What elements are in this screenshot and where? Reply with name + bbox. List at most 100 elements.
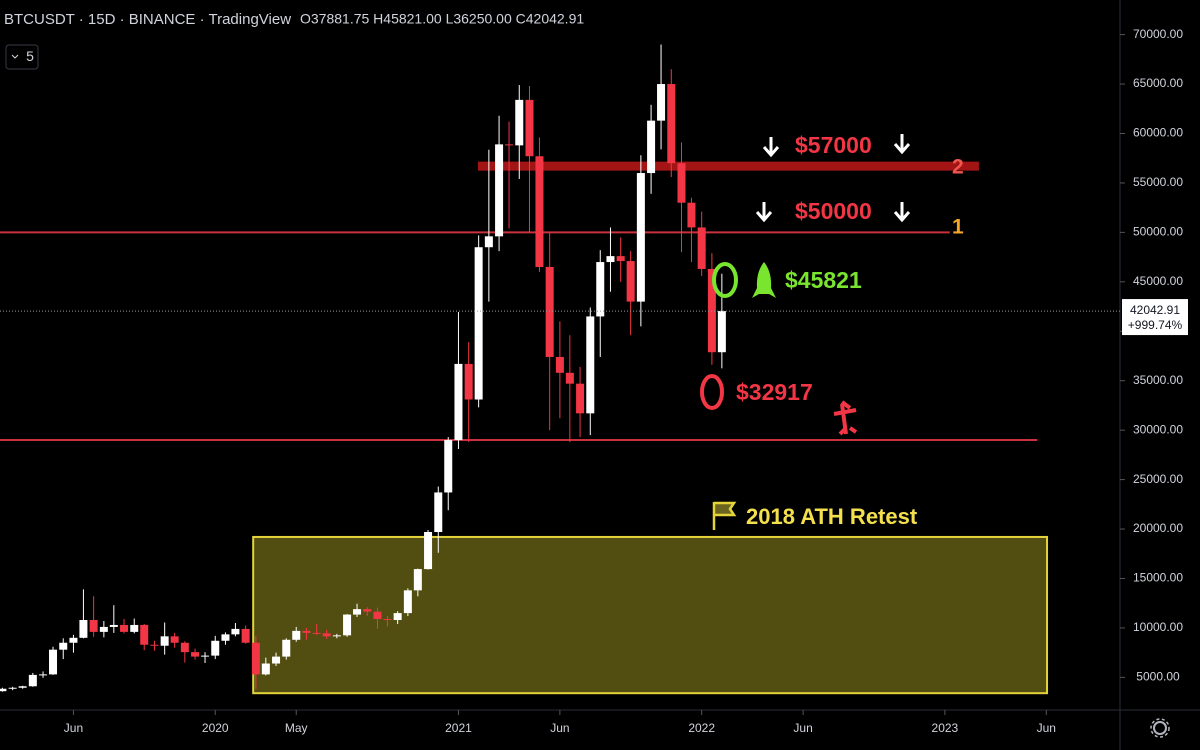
candle-body xyxy=(474,247,483,400)
candle-body xyxy=(343,614,352,636)
y-tick-label: 20000.00 xyxy=(1133,521,1183,535)
candle-body xyxy=(434,492,443,533)
candle-body xyxy=(677,163,686,203)
candle-body xyxy=(251,642,260,675)
candle-body xyxy=(322,633,331,637)
x-tick-label: 2021 xyxy=(445,721,472,735)
candle-body xyxy=(535,156,544,267)
level-label: $57000 xyxy=(795,132,872,158)
high-label: $45821 xyxy=(785,267,862,293)
candle-body xyxy=(292,630,301,640)
candle-body xyxy=(606,256,615,263)
settings-icon[interactable] xyxy=(1150,718,1170,738)
candle-body xyxy=(312,632,321,634)
candle-body xyxy=(596,262,605,317)
y-tick-label: 45000.00 xyxy=(1133,274,1183,288)
candle-body xyxy=(687,202,696,228)
candle-body xyxy=(109,624,118,627)
candle-body xyxy=(231,628,240,635)
price-tag xyxy=(1122,299,1188,336)
candle-body xyxy=(393,613,402,621)
candle-body xyxy=(383,619,392,621)
candle-body xyxy=(464,363,473,400)
candle-body xyxy=(545,266,554,357)
candle-body xyxy=(373,611,382,620)
indicator-count: 5 xyxy=(26,48,34,64)
x-tick-label: 2023 xyxy=(932,721,959,735)
candle-body xyxy=(120,624,129,632)
price-tag-value: 42042.91 xyxy=(1130,303,1180,317)
candle-body xyxy=(495,144,504,237)
candle-body xyxy=(241,628,250,643)
ohlc-readout: O37881.75 H45821.00 L36250.00 C42042.91 xyxy=(300,11,584,27)
candle-body xyxy=(201,655,210,657)
x-tick-label: Jun xyxy=(1037,721,1056,735)
y-tick-label: 35000.00 xyxy=(1133,373,1183,387)
candle-body xyxy=(576,383,585,414)
candle-body xyxy=(616,256,625,262)
candle-body xyxy=(49,649,58,675)
candle-body xyxy=(717,311,726,353)
candle-body xyxy=(697,227,706,269)
candle-body xyxy=(170,636,179,643)
candle-body xyxy=(28,674,37,687)
candle-body xyxy=(261,663,270,675)
y-tick-label: 15000.00 xyxy=(1133,571,1183,585)
candle-body xyxy=(626,261,635,302)
candle-body xyxy=(332,635,341,637)
candle-body xyxy=(211,640,220,656)
symbol-title: BTCUSDT · 15D · BINANCE · TradingView xyxy=(4,11,291,28)
y-tick-label: 65000.00 xyxy=(1133,76,1183,90)
falling-figure xyxy=(833,400,858,436)
candle-body xyxy=(363,609,372,612)
y-tick-label: 25000.00 xyxy=(1133,472,1183,486)
candle-body xyxy=(444,440,453,493)
y-tick-label: 55000.00 xyxy=(1133,175,1183,189)
candle-body xyxy=(403,590,412,614)
candle-body xyxy=(505,144,514,146)
candle-body xyxy=(130,624,139,632)
y-tick-label: 60000.00 xyxy=(1133,126,1183,140)
candle-body xyxy=(647,120,656,174)
price-tag-change: +999.74% xyxy=(1128,318,1183,332)
down-arrow xyxy=(893,134,911,155)
candle-body xyxy=(79,620,88,638)
candle-body xyxy=(272,656,281,664)
target-circle xyxy=(700,374,724,410)
candle-body xyxy=(565,372,574,384)
down-arrow xyxy=(893,202,911,223)
candle-body xyxy=(59,642,68,650)
candle-body xyxy=(454,363,463,441)
candle-body xyxy=(180,642,189,653)
level-number: 1 xyxy=(952,216,964,239)
candle-body xyxy=(586,316,595,414)
x-tick-label: May xyxy=(285,721,308,735)
indicator-toggle[interactable]: 5 xyxy=(5,44,39,70)
candle-body xyxy=(657,84,666,121)
y-tick-label: 5000.00 xyxy=(1136,670,1180,684)
y-tick-label: 10000.00 xyxy=(1133,620,1183,634)
x-tick-label: 2020 xyxy=(202,721,229,735)
candle-body xyxy=(89,620,98,632)
retest-zone xyxy=(252,535,1049,695)
x-tick-label: Jun xyxy=(550,721,569,735)
candle-body xyxy=(353,609,362,615)
down-arrow xyxy=(755,202,773,223)
candle-body xyxy=(413,569,422,591)
candle-body xyxy=(667,84,676,164)
x-tick-label: Jun xyxy=(793,721,812,735)
candle-body xyxy=(160,636,169,646)
y-tick-label: 30000.00 xyxy=(1133,422,1183,436)
low-label: $32917 xyxy=(736,379,813,405)
candle-body xyxy=(39,674,48,676)
candle-body xyxy=(302,630,311,633)
candle-body xyxy=(8,687,17,689)
candle-body xyxy=(221,634,230,641)
plot-area xyxy=(0,44,1049,695)
y-tick-label: 50000.00 xyxy=(1133,225,1183,239)
candle-body xyxy=(191,652,200,657)
target-circle xyxy=(712,262,738,298)
down-arrow xyxy=(762,137,780,158)
candle-body xyxy=(515,99,524,146)
